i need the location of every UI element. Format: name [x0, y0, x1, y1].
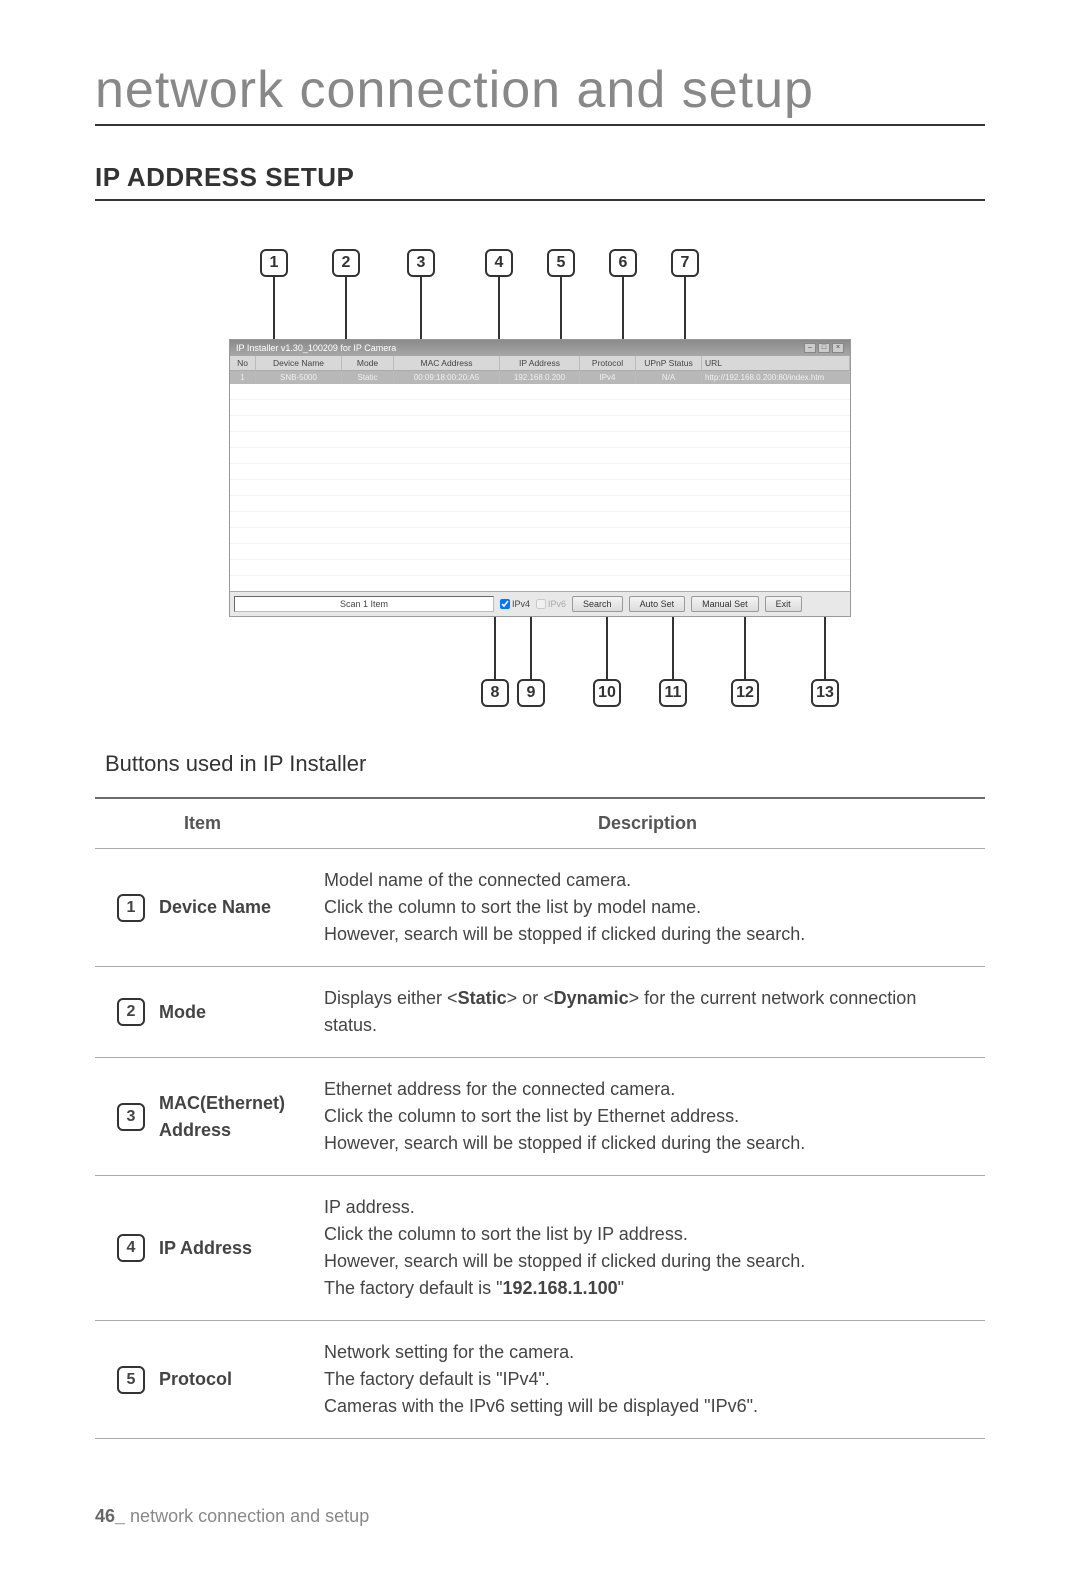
col-protocol[interactable]: Protocol [580, 356, 636, 370]
table-row: 5 Protocol Network setting for the camera.… [95, 1321, 985, 1439]
callout-12: 12 [731, 617, 759, 707]
titlebar: IP Installer v1.30_100209 for IP Camera … [230, 340, 850, 356]
table-row: 1 Device Name Model name of the connected … [95, 849, 985, 967]
col-device-name[interactable]: Device Name [256, 356, 342, 370]
callout-box: 4 [485, 249, 513, 277]
item-cell: 1 Device Name [95, 849, 310, 967]
col-mode[interactable]: Mode [342, 356, 394, 370]
item-label: IP Address [159, 1235, 252, 1262]
description-table: Item Description 1 Device Name Model name … [95, 797, 985, 1439]
item-cell: 4 IP Address [95, 1176, 310, 1321]
section-title: IP ADDRESS SETUP [95, 162, 985, 201]
window-title: IP Installer v1.30_100209 for IP Camera [236, 343, 396, 353]
description-cell: IP address.Click the column to sort the … [310, 1176, 985, 1321]
page-title: network connection and setup [95, 60, 985, 126]
callout-3: 3 [407, 249, 435, 339]
page-number: 46_ [95, 1506, 125, 1526]
ip-installer-figure: 1234567 IP Installer v1.30_100209 for IP… [229, 249, 851, 707]
callout-box: 8 [481, 679, 509, 707]
close-icon[interactable]: × [832, 343, 844, 353]
description-cell: Model name of the connected camera.Click… [310, 849, 985, 967]
item-label: Protocol [159, 1366, 232, 1393]
item-label: Device Name [159, 894, 271, 921]
th-item: Item [95, 798, 310, 849]
item-number: 4 [117, 1234, 145, 1262]
callout-5: 5 [547, 249, 575, 339]
description-cell: Ethernet address for the connected camer… [310, 1058, 985, 1176]
callout-box: 3 [407, 249, 435, 277]
ip-installer-window: IP Installer v1.30_100209 for IP Camera … [229, 339, 851, 617]
grid-row[interactable]: 1 SNB-5000 Static 00:09:18:00:20:A5 192.… [230, 371, 850, 384]
statusbar: Scan 1 Item IPv4 IPv6 Search Auto Set Ma… [230, 592, 850, 616]
page-footer: 46_ network connection and setup [95, 1506, 369, 1527]
item-cell: 5 Protocol [95, 1321, 310, 1439]
item-label: MAC(Ethernet) Address [159, 1090, 296, 1144]
callout-4: 4 [485, 249, 513, 339]
auto-set-button[interactable]: Auto Set [629, 596, 686, 612]
item-number: 1 [117, 894, 145, 922]
maximize-icon[interactable]: □ [818, 343, 830, 353]
minimize-icon[interactable]: – [804, 343, 816, 353]
ipv6-checkbox[interactable]: IPv6 [536, 599, 566, 609]
grid-header[interactable]: No Device Name Mode MAC Address IP Addre… [230, 356, 850, 371]
item-number: 5 [117, 1366, 145, 1394]
callout-box: 6 [609, 249, 637, 277]
callout-box: 9 [517, 679, 545, 707]
callout-box: 11 [659, 679, 687, 707]
description-cell: Network setting for the camera.The facto… [310, 1321, 985, 1439]
callout-box: 2 [332, 249, 360, 277]
search-button[interactable]: Search [572, 596, 623, 612]
item-cell: 2 Mode [95, 967, 310, 1058]
ipv4-checkbox[interactable]: IPv4 [500, 599, 530, 609]
subsection-title: Buttons used in IP Installer [105, 751, 985, 777]
callout-10: 10 [593, 617, 621, 707]
col-no[interactable]: No [230, 356, 256, 370]
item-number: 3 [117, 1103, 145, 1131]
callout-8: 8 [481, 617, 509, 707]
table-row: 2 Mode Displays either <Static> or <Dynami… [95, 967, 985, 1058]
item-label: Mode [159, 999, 206, 1026]
col-ip[interactable]: IP Address [500, 356, 580, 370]
col-url[interactable]: URL [702, 356, 850, 370]
col-mac[interactable]: MAC Address [394, 356, 500, 370]
table-row: 3 MAC(Ethernet) Address Ethernet address f… [95, 1058, 985, 1176]
item-cell: 3 MAC(Ethernet) Address [95, 1058, 310, 1176]
callout-13: 13 [811, 617, 839, 707]
description-cell: Displays either <Static> or <Dynamic> fo… [310, 967, 985, 1058]
status-text: Scan 1 Item [234, 596, 494, 612]
th-description: Description [310, 798, 985, 849]
col-upnp[interactable]: UPnP Status [636, 356, 702, 370]
manual-set-button[interactable]: Manual Set [691, 596, 759, 612]
callout-1: 1 [260, 249, 288, 339]
callout-box: 5 [547, 249, 575, 277]
callout-6: 6 [609, 249, 637, 339]
callout-box: 7 [671, 249, 699, 277]
table-row: 4 IP Address IP address.Click the column t… [95, 1176, 985, 1321]
callout-box: 13 [811, 679, 839, 707]
callout-11: 11 [659, 617, 687, 707]
callout-box: 10 [593, 679, 621, 707]
callout-box: 1 [260, 249, 288, 277]
item-number: 2 [117, 998, 145, 1026]
exit-button[interactable]: Exit [765, 596, 802, 612]
callout-9: 9 [517, 617, 545, 707]
callout-box: 12 [731, 679, 759, 707]
callout-7: 7 [671, 249, 699, 339]
callout-2: 2 [332, 249, 360, 339]
grid-body [230, 384, 850, 592]
